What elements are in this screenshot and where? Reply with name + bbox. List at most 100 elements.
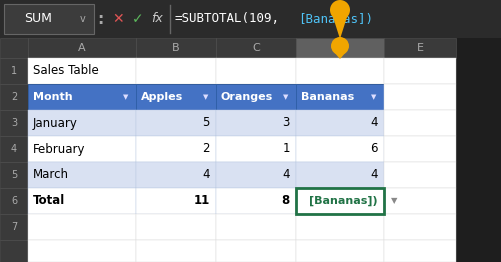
Circle shape	[329, 0, 349, 20]
Bar	[215, 58, 296, 84]
Text: ▼: ▼	[283, 94, 288, 100]
Bar	[136, 162, 215, 188]
Bar	[28, 110, 136, 136]
Text: ▼: ▼	[203, 94, 208, 100]
Bar	[296, 188, 383, 214]
Bar	[28, 240, 136, 262]
Text: 5: 5	[11, 170, 17, 180]
Text: ✓: ✓	[132, 12, 143, 26]
Text: A: A	[78, 43, 86, 53]
Bar	[0, 38, 28, 58]
Text: 5: 5	[202, 117, 209, 129]
Bar	[383, 240, 455, 262]
Text: 4: 4	[11, 144, 17, 154]
Text: 6: 6	[11, 196, 17, 206]
Bar	[215, 188, 296, 214]
Text: ▼: ▼	[123, 94, 128, 100]
Bar	[296, 214, 383, 240]
Polygon shape	[332, 17, 346, 39]
Bar	[383, 84, 455, 110]
Text: 2: 2	[11, 92, 17, 102]
Bar	[296, 110, 383, 136]
Text: February: February	[33, 143, 85, 156]
Text: January: January	[33, 117, 78, 129]
Bar	[215, 110, 296, 136]
Text: SUM: SUM	[24, 13, 52, 25]
Bar	[0, 214, 28, 240]
Bar	[136, 58, 215, 84]
Bar	[28, 136, 136, 162]
Circle shape	[330, 37, 348, 55]
Bar	[296, 58, 383, 84]
Bar	[28, 214, 136, 240]
Text: 4: 4	[282, 168, 290, 182]
Text: 1: 1	[11, 66, 17, 76]
Text: C: C	[252, 43, 260, 53]
Bar	[296, 188, 383, 214]
Bar	[383, 214, 455, 240]
Bar	[0, 136, 28, 162]
Text: 2: 2	[202, 143, 209, 156]
Text: Apples: Apples	[141, 92, 183, 102]
Bar	[0, 110, 28, 136]
Bar	[0, 0, 501, 38]
Text: [Bananas]): [Bananas])	[298, 13, 372, 25]
Polygon shape	[333, 52, 345, 59]
Bar	[383, 136, 455, 162]
Bar	[296, 240, 383, 262]
Bar	[136, 38, 215, 58]
Bar	[0, 84, 28, 110]
Text: 8: 8	[281, 194, 290, 208]
Text: Oranges: Oranges	[220, 92, 273, 102]
Bar	[28, 84, 136, 110]
Bar	[383, 162, 455, 188]
Text: 4: 4	[370, 117, 377, 129]
Bar	[4, 4, 94, 34]
Text: Total: Total	[33, 194, 65, 208]
Bar	[28, 38, 136, 58]
Bar	[383, 188, 455, 214]
Bar	[383, 38, 455, 58]
Bar	[136, 84, 215, 110]
Bar	[296, 38, 383, 58]
Bar	[296, 84, 383, 110]
Bar	[215, 136, 296, 162]
Bar	[136, 110, 215, 136]
Bar	[136, 136, 215, 162]
Text: v: v	[80, 14, 86, 24]
Bar	[296, 136, 383, 162]
Bar	[0, 58, 28, 84]
Text: 4: 4	[370, 168, 377, 182]
Text: March: March	[33, 168, 69, 182]
Bar	[383, 110, 455, 136]
Bar	[215, 240, 296, 262]
Text: 3: 3	[282, 117, 290, 129]
Text: 3: 3	[11, 118, 17, 128]
Text: D: D	[335, 43, 344, 53]
Text: Bananas: Bananas	[301, 92, 354, 102]
Bar	[296, 162, 383, 188]
Bar	[215, 214, 296, 240]
Text: ▼: ▼	[390, 196, 396, 205]
Bar	[28, 58, 136, 84]
Bar	[136, 240, 215, 262]
Text: ▼: ▼	[371, 94, 376, 100]
Text: :: :	[97, 12, 103, 26]
Bar	[28, 162, 136, 188]
Bar	[215, 84, 296, 110]
Text: fx: fx	[151, 13, 162, 25]
Bar	[0, 188, 28, 214]
Bar	[215, 38, 296, 58]
Bar	[0, 162, 28, 188]
Text: 11: 11	[193, 194, 209, 208]
Bar	[0, 240, 28, 262]
Text: 6: 6	[370, 143, 377, 156]
Text: Sales Table: Sales Table	[33, 64, 99, 78]
Text: =SUBTOTAL(109,: =SUBTOTAL(109,	[175, 13, 280, 25]
Text: ✕: ✕	[112, 12, 124, 26]
Text: 1: 1	[282, 143, 290, 156]
Text: 7: 7	[11, 222, 17, 232]
Bar	[383, 58, 455, 84]
Bar	[28, 188, 136, 214]
Bar	[136, 188, 215, 214]
